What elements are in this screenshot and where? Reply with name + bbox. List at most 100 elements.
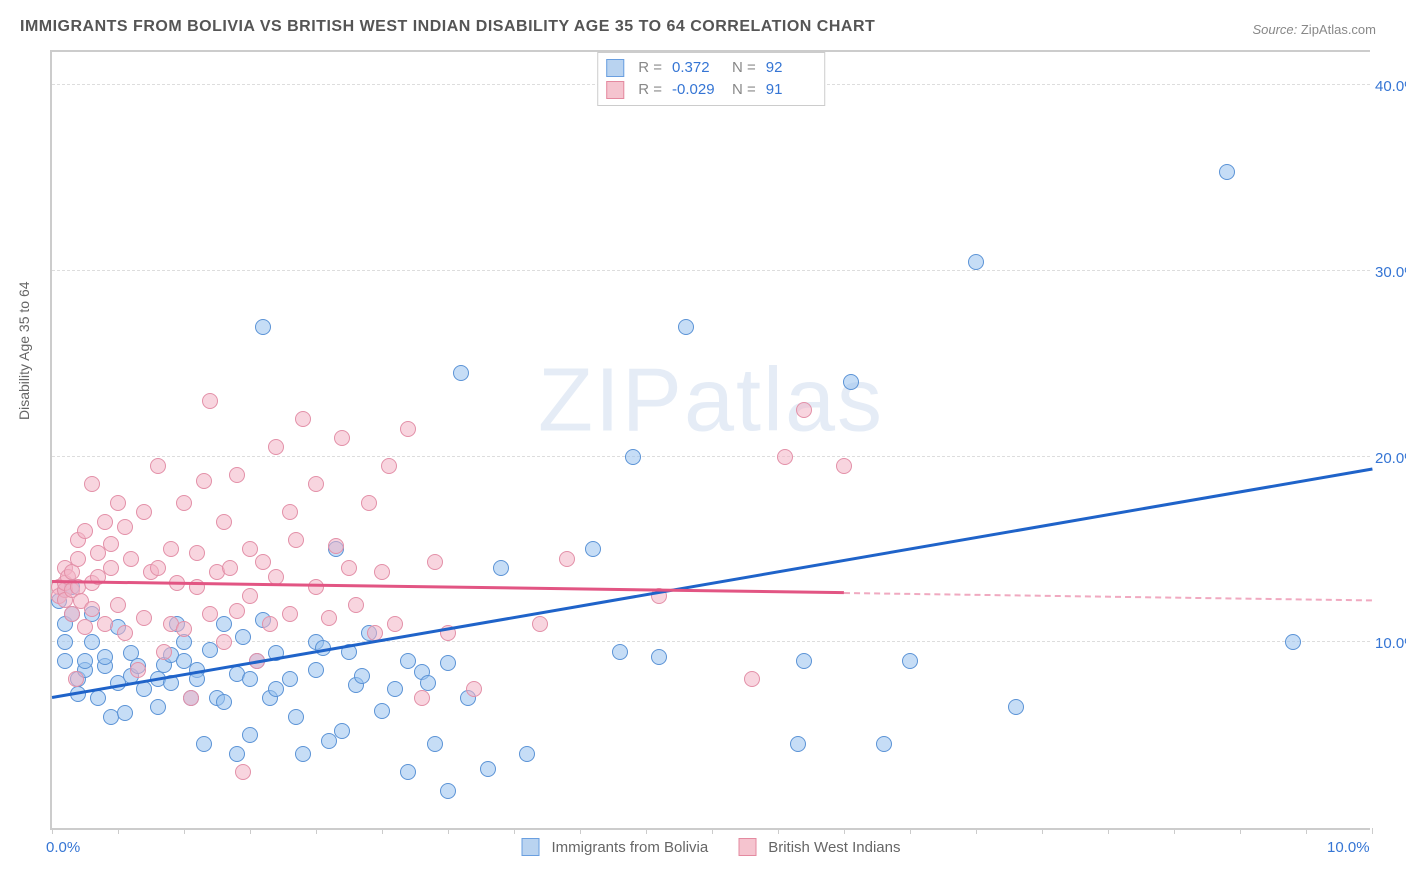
data-point-bwi [282, 606, 298, 622]
legend-row: R =0.372N =92 [606, 57, 816, 79]
data-point-bolivia [57, 653, 73, 669]
x-tick [1174, 828, 1175, 834]
data-point-bolivia [651, 649, 667, 665]
data-point-bwi [130, 662, 146, 678]
legend-n-value: 91 [766, 79, 816, 101]
x-tick [52, 828, 53, 834]
data-point-bolivia [77, 653, 93, 669]
data-point-bwi [117, 625, 133, 641]
x-tick [184, 828, 185, 834]
x-tick [910, 828, 911, 834]
data-point-bolivia [84, 634, 100, 650]
data-point-bolivia [229, 746, 245, 762]
data-point-bwi [282, 504, 298, 520]
data-point-bwi [229, 603, 245, 619]
data-point-bwi [559, 551, 575, 567]
data-point-bwi [150, 458, 166, 474]
data-point-bolivia [968, 254, 984, 270]
x-tick [1306, 828, 1307, 834]
data-point-bolivia [585, 541, 601, 557]
data-point-bolivia [420, 675, 436, 691]
x-tick [1372, 828, 1373, 834]
data-point-bolivia [57, 634, 73, 650]
watermark-bold: ZIP [538, 351, 684, 451]
data-point-bolivia [1008, 699, 1024, 715]
data-point-bwi [374, 564, 390, 580]
data-point-bolivia [216, 616, 232, 632]
data-point-bolivia [400, 653, 416, 669]
data-point-bwi [744, 671, 760, 687]
data-point-bwi [229, 467, 245, 483]
data-point-bwi [242, 588, 258, 604]
data-point-bolivia [288, 709, 304, 725]
data-point-bolivia [295, 746, 311, 762]
data-point-bolivia [625, 449, 641, 465]
legend-swatch [738, 838, 756, 856]
legend-swatch [606, 59, 624, 77]
data-point-bolivia [440, 655, 456, 671]
data-point-bwi [84, 476, 100, 492]
x-tick [118, 828, 119, 834]
scatter-chart: ZIPatlas R =0.372N =92R =-0.029N =91 Imm… [50, 50, 1370, 830]
data-point-bwi [163, 541, 179, 557]
legend-label: British West Indians [768, 839, 900, 856]
data-point-bolivia [242, 671, 258, 687]
data-point-bolivia [255, 319, 271, 335]
y-tick-label: 10.0% [1375, 635, 1406, 652]
data-point-bolivia [308, 662, 324, 678]
y-tick-label: 30.0% [1375, 264, 1406, 281]
y-tick-label: 40.0% [1375, 78, 1406, 95]
x-tick [976, 828, 977, 834]
data-point-bwi [308, 476, 324, 492]
data-point-bwi [262, 616, 278, 632]
legend-swatch [522, 838, 540, 856]
data-point-bolivia [427, 736, 443, 752]
data-point-bolivia [334, 723, 350, 739]
data-point-bwi [97, 514, 113, 530]
data-point-bwi [196, 473, 212, 489]
data-point-bolivia [1219, 164, 1235, 180]
data-point-bwi [183, 690, 199, 706]
data-point-bolivia [196, 736, 212, 752]
legend-r-value: -0.029 [672, 79, 722, 101]
data-point-bwi [341, 560, 357, 576]
data-point-bolivia [876, 736, 892, 752]
x-tick [646, 828, 647, 834]
grid-line [52, 270, 1370, 271]
data-point-bolivia [235, 629, 251, 645]
data-point-bolivia [354, 668, 370, 684]
data-point-bwi [321, 610, 337, 626]
data-point-bwi [117, 519, 133, 535]
data-point-bwi [123, 551, 139, 567]
data-point-bwi [295, 411, 311, 427]
data-point-bolivia [90, 690, 106, 706]
watermark-thin: atlas [684, 351, 884, 451]
x-tick-label: 10.0% [1327, 839, 1370, 856]
data-point-bwi [103, 536, 119, 552]
legend-r-label: R = [638, 79, 662, 101]
data-point-bwi [103, 560, 119, 576]
x-tick [1108, 828, 1109, 834]
data-point-bwi [156, 644, 172, 660]
data-point-bwi [216, 514, 232, 530]
legend-swatch [606, 81, 624, 99]
data-point-bwi [381, 458, 397, 474]
data-point-bwi [387, 616, 403, 632]
data-point-bwi [77, 619, 93, 635]
x-tick [712, 828, 713, 834]
data-point-bolivia [117, 705, 133, 721]
data-point-bolivia [400, 764, 416, 780]
data-point-bwi [222, 560, 238, 576]
data-point-bwi [97, 616, 113, 632]
data-point-bwi [328, 538, 344, 554]
data-point-bolivia [519, 746, 535, 762]
data-point-bwi [348, 597, 364, 613]
data-point-bolivia [678, 319, 694, 335]
legend-series: Immigrants from BoliviaBritish West Indi… [522, 838, 901, 856]
source-name: ZipAtlas.com [1301, 22, 1376, 37]
data-point-bolivia [387, 681, 403, 697]
data-point-bwi [110, 597, 126, 613]
x-tick [448, 828, 449, 834]
source-attribution: Source: ZipAtlas.com [1252, 22, 1376, 37]
data-point-bwi [288, 532, 304, 548]
